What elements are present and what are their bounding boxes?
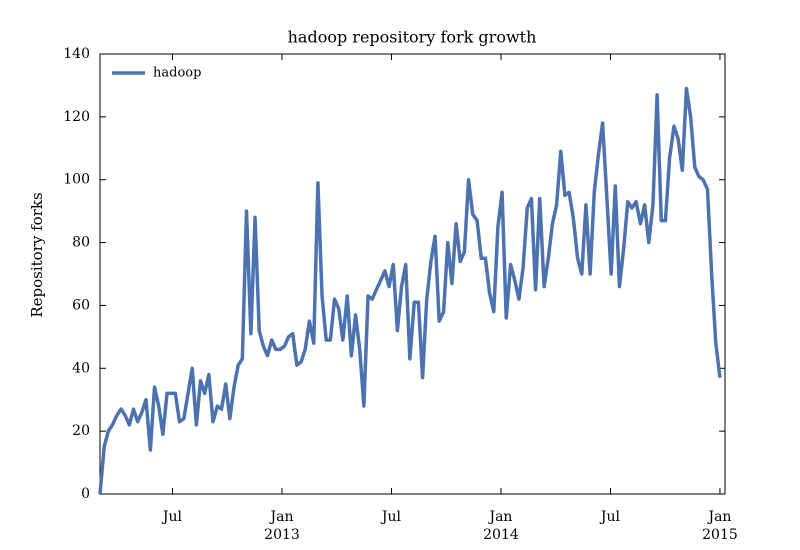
y-tick-label: 120	[63, 109, 90, 125]
x-tick-year-label: 2015	[702, 527, 738, 543]
y-tick-label: 140	[63, 46, 90, 62]
legend-label: hadoop	[153, 66, 201, 81]
y-tick-label: 0	[81, 486, 90, 502]
plot-frame	[99, 53, 726, 495]
y-tick-label: 80	[72, 235, 90, 251]
x-tick-label: Jul	[380, 509, 402, 525]
x-tick-year-label: 2013	[264, 527, 300, 543]
y-axis-label: Repository forks	[28, 192, 46, 317]
y-tick-label: 20	[72, 423, 90, 439]
chart-title: hadoop repository fork growth	[288, 28, 537, 47]
x-tick-label: Jan	[487, 509, 512, 525]
x-tick-label: Jan	[268, 509, 293, 525]
data-line	[98, 86, 722, 495]
x-tick-label: Jan	[706, 509, 731, 525]
y-tick-label: 40	[72, 360, 90, 376]
x-tick-label: Jul	[161, 509, 183, 525]
x-tick-label: Jul	[599, 509, 621, 525]
y-tick-label: 60	[72, 297, 90, 313]
x-tick-year-label: 2014	[483, 527, 519, 543]
y-tick-label: 100	[63, 172, 90, 188]
